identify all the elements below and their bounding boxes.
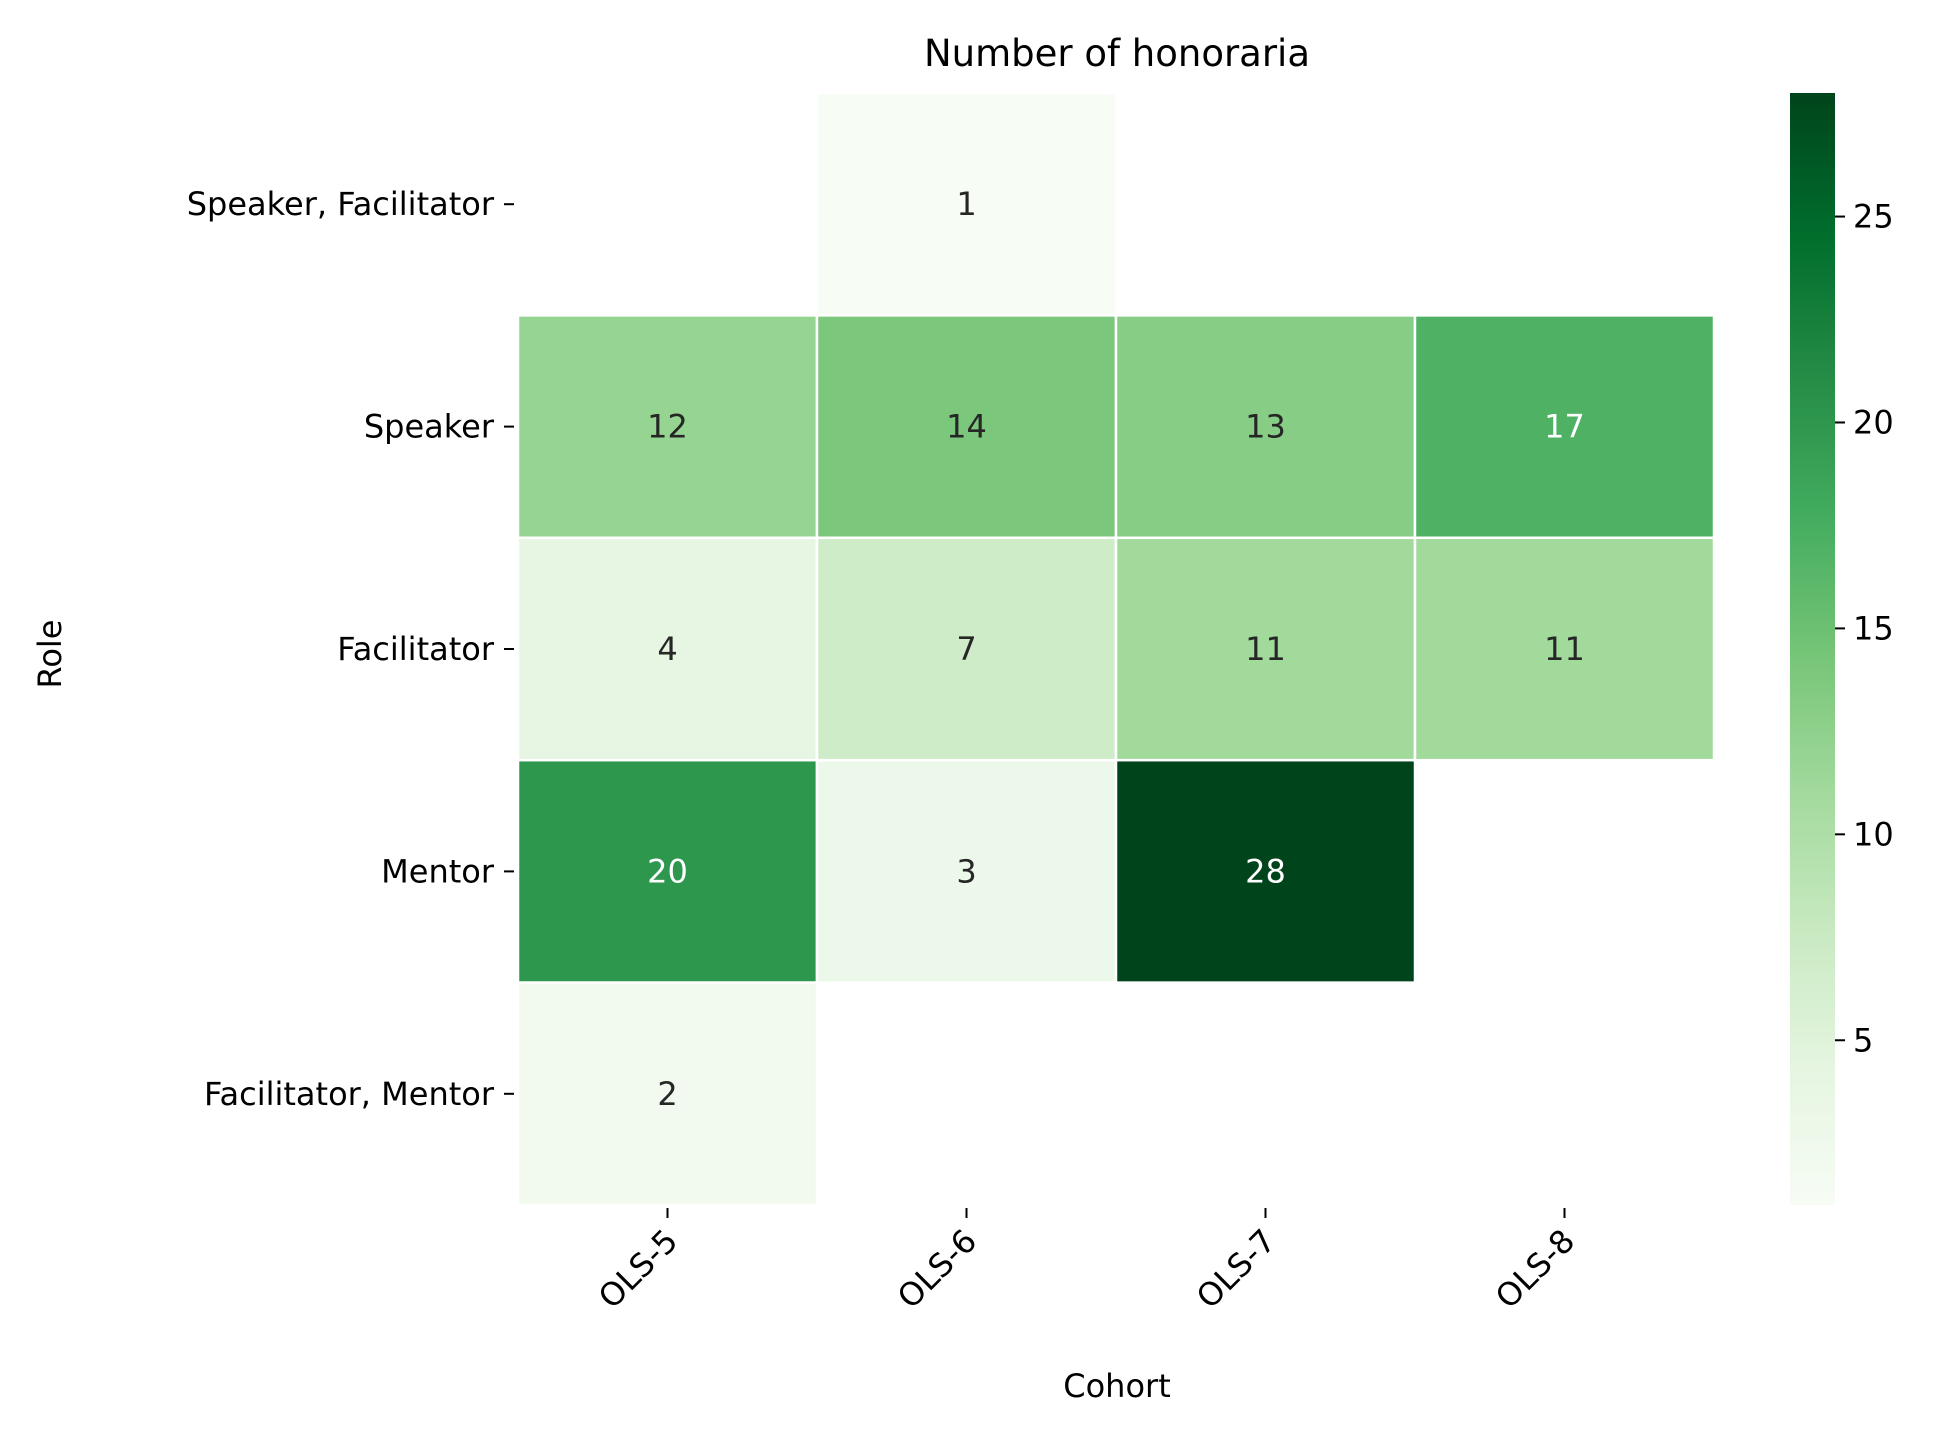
heatmap-cell-speaker-ols-6 [815, 314, 1118, 540]
colorbar-tick-label: 5 [1853, 1021, 1873, 1059]
chart-title: Number of honoraria [924, 32, 1310, 75]
heatmap-cell-speaker-ols-5 [516, 314, 819, 540]
y-tick-label: Speaker [364, 408, 495, 446]
y-tick-label: Facilitator [337, 630, 495, 668]
heatmap-cell-facilitator-ols-8 [1413, 536, 1716, 762]
x-tick-label: OLS-8 [1488, 1222, 1582, 1316]
cell-value-label: 17 [1544, 408, 1585, 446]
heatmap-cell-mentor-ols-7 [1114, 758, 1417, 984]
y-tick-label: Mentor [381, 852, 495, 890]
heatmap-cell-speaker-ols-8 [1413, 314, 1716, 540]
cell-value-label: 28 [1245, 852, 1286, 890]
cell-value-label: 11 [1245, 630, 1286, 668]
y-axis-ticks: Speaker, Facilitator Speaker Facilitator Me… [187, 185, 514, 1113]
colorbar-tick-label: 20 [1853, 403, 1894, 441]
cell-value-label: 13 [1245, 408, 1286, 446]
heatmap-cell-mentor-ols-5 [516, 758, 819, 984]
cell-value-label: 3 [956, 852, 976, 890]
cell-value-label: 12 [647, 408, 688, 446]
heatmap-cell-speaker-ols-7 [1114, 314, 1417, 540]
y-axis-label: Role [31, 620, 69, 689]
colorbar-tick-label: 25 [1853, 198, 1894, 236]
x-axis-ticks: OLS-5 OLS-6 OLS-7 OLS-8 [591, 1208, 1582, 1316]
colorbar-tick-label: 10 [1853, 815, 1894, 853]
cell-value-label: 2 [657, 1075, 677, 1113]
heatmap-cell-facilitator-ols-5 [516, 536, 819, 762]
cell-value-label: 20 [647, 852, 688, 890]
y-tick-label: Facilitator, Mentor [204, 1075, 495, 1113]
cell-value-label: 14 [946, 408, 987, 446]
x-tick-label: OLS-6 [890, 1222, 984, 1316]
cell-value-label: 7 [956, 630, 976, 668]
heatmap-cell-facilitator-ols-7 [1114, 536, 1417, 762]
x-axis-label: Cohort [1063, 1367, 1170, 1405]
heatmap-cell-speaker-facilitator-ols-6 [815, 91, 1118, 317]
heatmap-cells: 1 12 14 13 17 4 7 11 11 20 3 28 2 [516, 91, 1716, 1207]
x-tick-label: OLS-5 [591, 1222, 685, 1316]
colorbar [1790, 93, 1835, 1205]
cell-value-label: 1 [956, 185, 976, 223]
y-tick-label: Speaker, Facilitator [187, 185, 495, 223]
cell-value-label: 11 [1544, 630, 1585, 668]
colorbar-tick-label: 15 [1853, 609, 1894, 647]
colorbar-ticks: 5 10 15 20 25 [1835, 198, 1894, 1059]
x-tick-label: OLS-7 [1189, 1222, 1283, 1316]
heatmap-cell-facilitator-mentor-ols-5 [516, 981, 819, 1207]
cell-value-label: 4 [657, 630, 677, 668]
